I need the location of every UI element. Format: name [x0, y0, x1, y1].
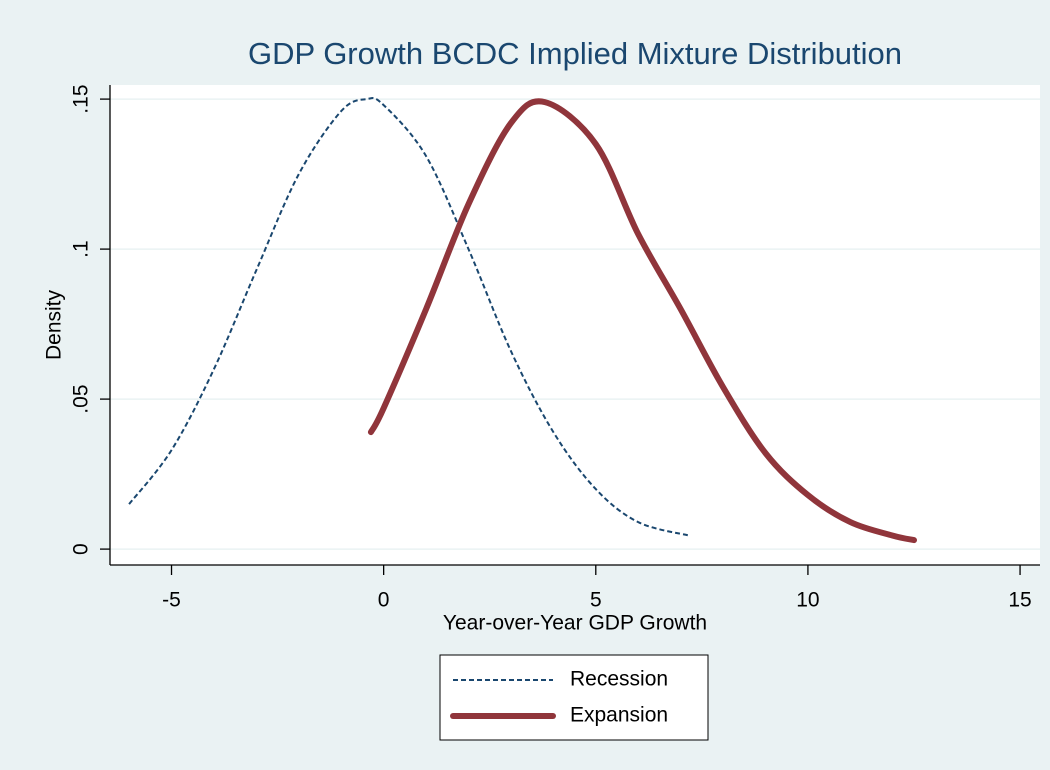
y-tick-label: .05: [70, 384, 93, 413]
series-line: [367, 98, 917, 544]
x-axis-title: Year-over-Year GDP Growth: [443, 612, 707, 635]
y-axis-title: Density: [43, 289, 66, 360]
x-tick-label: -5: [162, 589, 181, 612]
series-line: [128, 97, 690, 537]
y-tick-label: .1: [70, 240, 93, 258]
x-tick-label: 5: [590, 589, 602, 612]
legend-box: [439, 654, 709, 741]
x-tick-label: 0: [378, 589, 390, 612]
y-tick-label: 0: [70, 543, 93, 555]
plot-area: [110, 85, 1040, 565]
chart-title: GDP Growth BCDC Implied Mixture Distribu…: [248, 36, 902, 71]
y-tick-label: .15: [70, 84, 93, 113]
x-tick-label: 10: [796, 589, 819, 612]
x-tick-label: 15: [1008, 589, 1031, 612]
legend-label: Expansion: [570, 704, 668, 727]
legend-label: Recession: [570, 668, 668, 691]
